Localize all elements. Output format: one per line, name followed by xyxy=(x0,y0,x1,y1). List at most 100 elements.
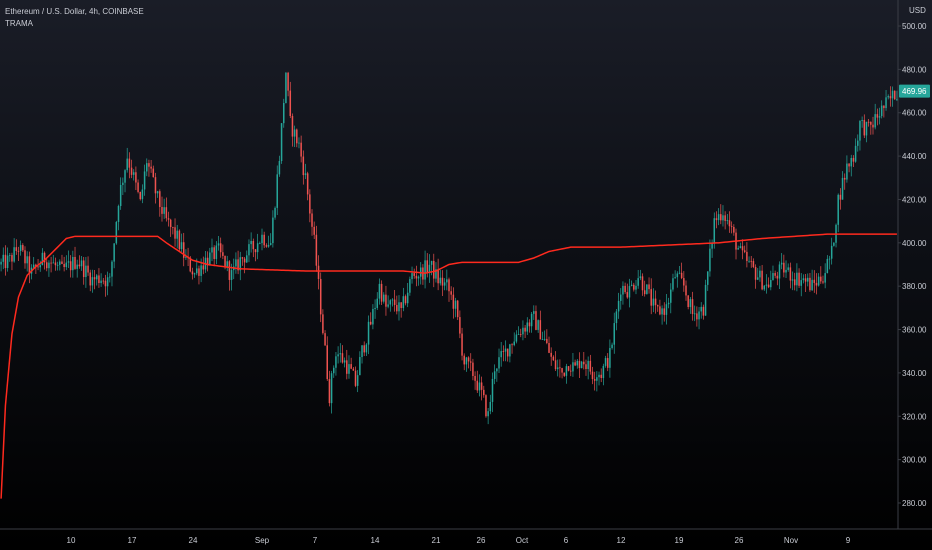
candle xyxy=(211,238,213,262)
candle-body xyxy=(833,242,835,246)
candle-body xyxy=(493,371,496,379)
candle xyxy=(698,307,700,330)
candle-body xyxy=(278,161,281,175)
candle xyxy=(282,98,285,128)
candle xyxy=(215,241,218,265)
candle-body xyxy=(213,247,215,259)
candle-body xyxy=(383,294,385,302)
candle-body xyxy=(672,278,674,290)
candle-body xyxy=(237,259,239,271)
candle-body xyxy=(476,380,479,391)
candle-body xyxy=(502,351,505,352)
candle-body xyxy=(35,264,37,267)
candle-body xyxy=(443,282,446,286)
candle-body xyxy=(106,277,109,287)
candle xyxy=(309,189,311,223)
candle xyxy=(685,280,687,301)
candle-body xyxy=(111,261,113,277)
candle-body xyxy=(235,259,237,267)
candle xyxy=(128,152,131,179)
candle xyxy=(302,150,305,185)
candle xyxy=(93,270,96,290)
candle-body xyxy=(274,207,276,218)
candle-body xyxy=(56,264,59,266)
time-tick-label: Oct xyxy=(516,536,529,545)
candle-body xyxy=(561,368,563,373)
candle xyxy=(180,233,183,252)
candle xyxy=(324,330,326,347)
candle-body xyxy=(528,322,531,327)
candle-body xyxy=(737,248,739,250)
candle xyxy=(735,228,737,260)
candle-body xyxy=(126,158,128,171)
candle xyxy=(448,277,450,302)
candle xyxy=(261,228,263,251)
candle-body xyxy=(285,72,287,103)
candle-body xyxy=(39,265,41,268)
candle-body xyxy=(398,302,400,312)
candle xyxy=(467,356,470,369)
candle-body xyxy=(19,245,22,251)
candle xyxy=(737,245,739,250)
candle-body xyxy=(409,279,411,293)
candle-body xyxy=(45,262,48,269)
candle xyxy=(167,211,170,227)
candle-body xyxy=(524,327,526,332)
candle xyxy=(639,269,642,281)
candle-body xyxy=(300,142,302,157)
candle xyxy=(754,264,757,289)
candle-body xyxy=(146,163,148,172)
candle xyxy=(172,226,174,235)
candle xyxy=(683,271,685,292)
candle xyxy=(182,232,185,267)
candle-body xyxy=(780,262,783,265)
price-tick-label: 360.00 xyxy=(902,326,927,335)
time-axis[interactable]: 10 17 24 Sep 7 14 21 26 Oct 6 12 19 26 Nov 9 xyxy=(67,536,851,545)
candle xyxy=(322,309,324,335)
candle-body xyxy=(880,105,883,117)
candle xyxy=(509,343,511,363)
candle-body xyxy=(593,379,596,381)
candle-body xyxy=(441,277,444,286)
candle-body xyxy=(709,248,711,272)
candle xyxy=(846,155,848,183)
candle xyxy=(537,319,539,333)
candle xyxy=(522,320,524,341)
candle-body xyxy=(304,173,307,176)
candle-body xyxy=(872,124,874,128)
time-tick-label: 7 xyxy=(313,536,318,545)
candle xyxy=(870,121,872,135)
candle-body xyxy=(474,376,476,381)
candle-body xyxy=(722,215,724,221)
candle xyxy=(22,243,24,252)
candle xyxy=(804,273,807,293)
candle xyxy=(209,247,211,266)
candle-body xyxy=(713,218,716,244)
candle xyxy=(785,260,787,279)
candle xyxy=(206,251,209,272)
candle xyxy=(424,250,426,289)
candle xyxy=(604,355,607,368)
candle xyxy=(696,306,698,327)
candle-body xyxy=(456,300,459,318)
candle xyxy=(415,265,418,287)
candle-body xyxy=(743,250,746,252)
candle-body xyxy=(411,273,413,280)
candle xyxy=(98,268,100,288)
candle-body xyxy=(480,382,483,390)
candle xyxy=(839,188,842,210)
price-tick-label: 500.00 xyxy=(902,22,927,31)
candle xyxy=(854,138,857,163)
candle xyxy=(185,249,187,260)
candle-body xyxy=(293,129,296,137)
candle-body xyxy=(469,361,472,363)
price-axis[interactable]: 280.00 300.00 320.00 340.00 360.00 380.00 400.… xyxy=(898,22,927,508)
candle-body xyxy=(337,354,339,357)
candle xyxy=(687,295,689,310)
candle xyxy=(663,302,666,322)
candle xyxy=(280,122,283,164)
candle-body xyxy=(530,313,533,327)
candle xyxy=(578,352,581,378)
